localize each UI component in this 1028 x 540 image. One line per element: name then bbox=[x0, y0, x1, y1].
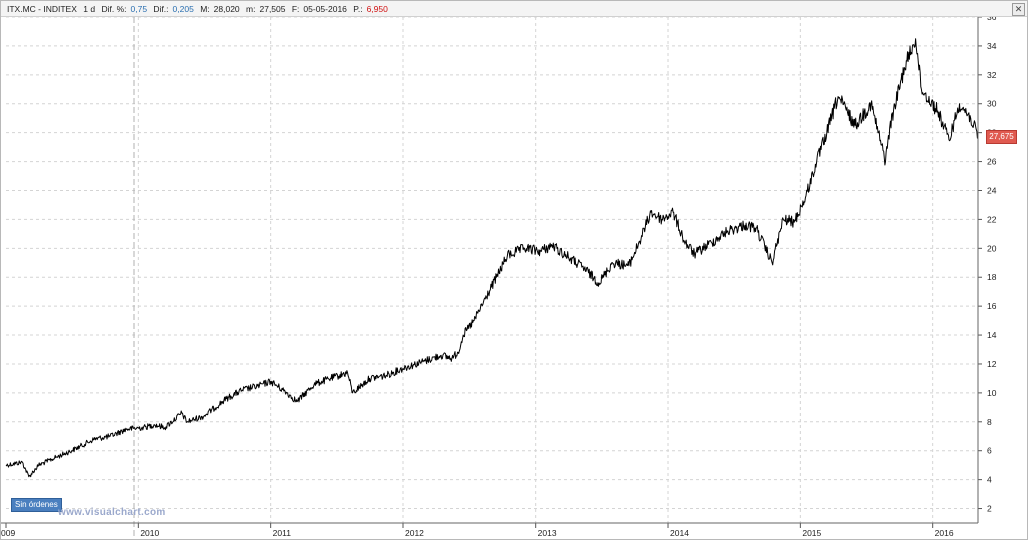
price-series-line bbox=[5, 38, 979, 478]
x-tick-label: 2011 bbox=[273, 528, 292, 538]
price-chart: 2468101214161820222426283032343600920102… bbox=[1, 17, 997, 539]
ticker-label: ITX.MC - INDITEX bbox=[7, 4, 77, 14]
close-icon[interactable]: ✕ bbox=[1012, 3, 1025, 16]
series-layer bbox=[5, 38, 979, 478]
y-tick-label: 14 bbox=[987, 330, 997, 340]
y-tick-label: 20 bbox=[987, 243, 997, 253]
x-tick-label: 2012 bbox=[405, 528, 424, 538]
y-tick-label: 2 bbox=[987, 504, 992, 514]
date-label: F: bbox=[291, 4, 300, 14]
chart-info-bar: ITX.MC - INDITEX 1 d Dif. %: 0,75 Dif.: 0,… bbox=[1, 1, 1027, 17]
watermark-text: www.visualchart.com bbox=[58, 507, 166, 518]
y-tick-label: 6 bbox=[987, 446, 992, 456]
min-value: 27,505 bbox=[259, 4, 286, 14]
max-label: M: bbox=[200, 4, 210, 14]
y-tick-label: 32 bbox=[987, 70, 997, 80]
y-tick-label: 10 bbox=[987, 388, 997, 398]
x-tick-label: 2014 bbox=[670, 528, 689, 538]
dif-value: 0,205 bbox=[172, 4, 194, 14]
y-tick-label: 22 bbox=[987, 214, 997, 224]
y-tick-label: 34 bbox=[987, 41, 997, 51]
axis-layer: 2468101214161820222426283032343600920102… bbox=[1, 17, 997, 538]
y-tick-label: 24 bbox=[987, 185, 997, 195]
y-tick-label: 18 bbox=[987, 272, 997, 282]
x-tick-label: 2013 bbox=[538, 528, 557, 538]
y-tick-label: 36 bbox=[987, 17, 997, 22]
dif-pct-label: Dif. %: bbox=[101, 4, 127, 14]
date-value: 05-05-2016 bbox=[303, 4, 347, 14]
y-tick-label: 4 bbox=[987, 475, 992, 485]
x-tick-label: 2010 bbox=[140, 528, 159, 538]
dif-label: Dif.: bbox=[153, 4, 169, 14]
y-tick-label: 30 bbox=[987, 99, 997, 109]
x-tick-label: 2015 bbox=[802, 528, 821, 538]
p-label: P.: bbox=[353, 4, 363, 14]
y-tick-label: 16 bbox=[987, 301, 997, 311]
last-price-tag: 27,675 bbox=[986, 129, 1017, 144]
no-orders-badge[interactable]: Sin órdenes bbox=[11, 498, 62, 512]
p-value: 6,950 bbox=[366, 4, 388, 14]
y-tick-label: 12 bbox=[987, 359, 997, 369]
grid-layer bbox=[6, 17, 978, 523]
x-tick-label: 2016 bbox=[935, 528, 954, 538]
max-value: 28,020 bbox=[213, 4, 240, 14]
interval-label: 1 d bbox=[83, 4, 96, 14]
y-tick-label: 26 bbox=[987, 157, 997, 167]
y-tick-label: 8 bbox=[987, 417, 992, 427]
dif-pct-value: 0,75 bbox=[130, 4, 148, 14]
x-tick-label: 009 bbox=[1, 528, 15, 538]
min-label: m: bbox=[246, 4, 256, 14]
